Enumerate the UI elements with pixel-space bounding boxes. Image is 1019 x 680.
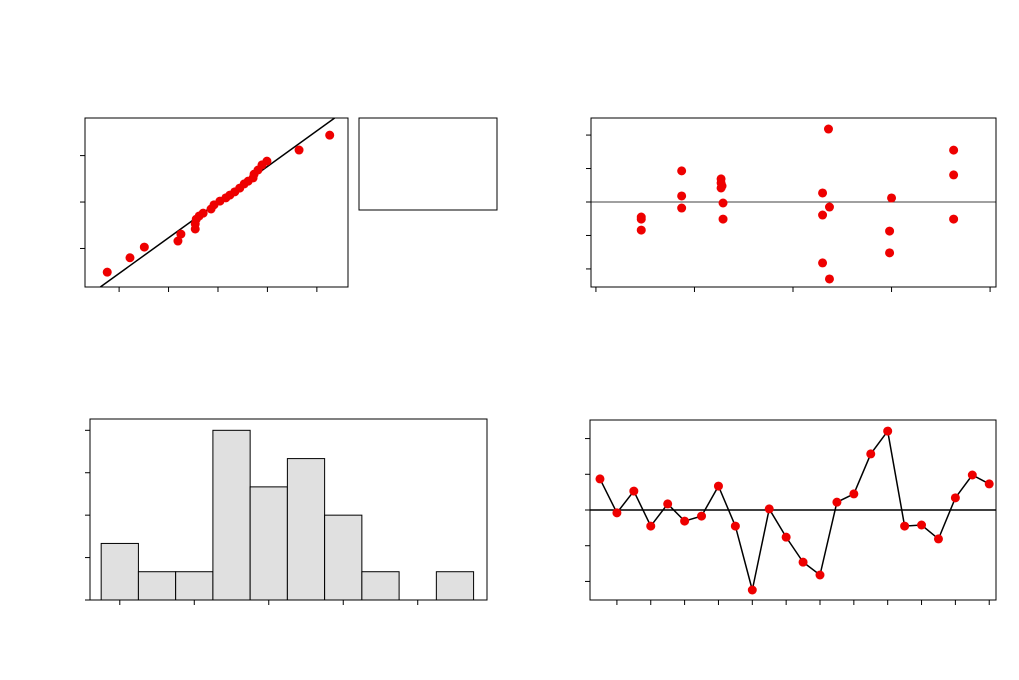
point <box>262 156 272 166</box>
point <box>294 145 304 155</box>
point <box>677 191 687 201</box>
point <box>680 516 690 526</box>
point <box>176 229 186 239</box>
bar <box>249 486 288 601</box>
point <box>677 166 687 176</box>
point <box>677 203 687 213</box>
point <box>949 145 959 155</box>
point <box>198 208 208 218</box>
point <box>917 520 927 530</box>
bar <box>361 571 400 601</box>
bar <box>137 571 177 601</box>
legend-box <box>358 117 498 211</box>
point <box>933 534 943 544</box>
point <box>883 426 893 436</box>
point <box>815 570 825 580</box>
bar <box>324 514 363 601</box>
point <box>885 248 895 258</box>
point <box>125 253 135 263</box>
point <box>718 198 728 208</box>
point <box>823 124 833 134</box>
point <box>102 267 112 277</box>
bar <box>286 458 326 601</box>
point <box>798 557 808 567</box>
point <box>967 470 977 480</box>
point <box>718 214 728 224</box>
point <box>984 479 994 489</box>
point <box>139 242 149 252</box>
point <box>173 236 183 246</box>
bar <box>175 571 214 601</box>
point <box>612 508 622 518</box>
point <box>818 210 828 220</box>
point <box>818 258 828 268</box>
point <box>730 521 740 531</box>
bar <box>435 571 475 601</box>
bar <box>100 542 139 601</box>
point <box>636 214 646 224</box>
point <box>713 481 723 491</box>
point <box>663 499 673 509</box>
bar <box>212 429 251 601</box>
point <box>636 225 646 235</box>
point <box>900 521 910 531</box>
point <box>832 497 842 507</box>
point <box>747 585 757 595</box>
point <box>885 226 895 236</box>
point <box>866 449 876 459</box>
point <box>824 202 834 212</box>
point <box>716 183 726 193</box>
point <box>646 521 656 531</box>
point <box>781 532 791 542</box>
point <box>595 474 605 484</box>
point <box>325 130 335 140</box>
point <box>764 504 774 514</box>
point <box>629 486 639 496</box>
point <box>818 188 828 198</box>
point <box>949 170 959 180</box>
point <box>824 274 834 284</box>
point <box>950 493 960 503</box>
point <box>887 193 897 203</box>
point <box>697 511 707 521</box>
point <box>949 214 959 224</box>
point <box>849 489 859 499</box>
